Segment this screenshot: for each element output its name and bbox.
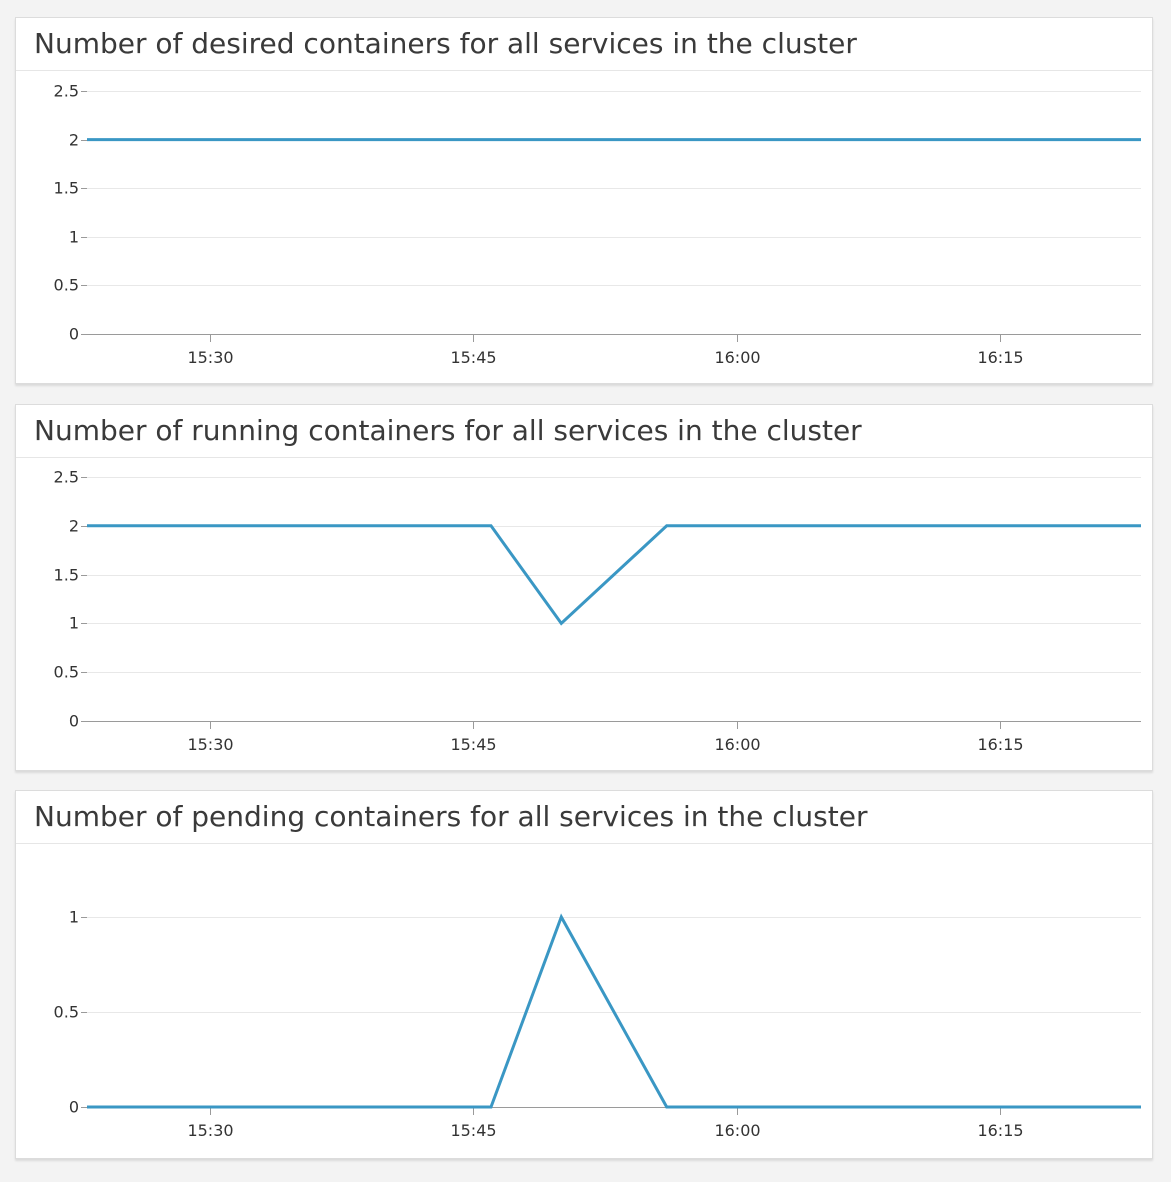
- y-tick-label: 2.5: [54, 82, 79, 101]
- y-tick-label: 2.5: [54, 468, 79, 487]
- y-tick-label: 0: [69, 1098, 79, 1117]
- x-tick-label: 16:00: [714, 735, 760, 754]
- x-tick-label: 15:30: [187, 1121, 233, 1140]
- y-tick-label: 1: [69, 908, 79, 927]
- chart-title: Number of desired containers for all ser…: [16, 18, 1152, 71]
- chart-panel-desired: Number of desired containers for all ser…: [15, 17, 1153, 384]
- y-tick-label: 0.5: [54, 276, 79, 295]
- line-chart-desired[interactable]: 0 0.5 1 1.5 2 2.5 15:30 15:45 16:00 16:15: [16, 71, 1152, 383]
- x-tick-label: 15:30: [187, 348, 233, 367]
- chart-panel-running: Number of running containers for all ser…: [15, 404, 1153, 771]
- series-line: [87, 913, 1141, 1109]
- x-tick-label: 16:00: [714, 1121, 760, 1140]
- y-tick-label: 2: [69, 517, 79, 536]
- chart-title: Number of running containers for all ser…: [16, 405, 1152, 458]
- x-tick-label: 15:45: [450, 1121, 496, 1140]
- x-tick-label: 16:00: [714, 348, 760, 367]
- y-tick-label: 0.5: [54, 1003, 79, 1022]
- x-tick-label: 15:45: [450, 348, 496, 367]
- chart-panel-pending: Number of pending containers for all ser…: [15, 790, 1153, 1159]
- y-tick-label: 0: [69, 712, 79, 731]
- series-line: [87, 524, 1141, 626]
- y-tick-label: 0.5: [54, 663, 79, 682]
- y-tick-label: 1.5: [54, 179, 79, 198]
- y-tick-label: 1: [69, 228, 79, 247]
- x-tick-label: 15:30: [187, 735, 233, 754]
- y-tick-label: 0: [69, 325, 79, 344]
- x-tick-label: 15:45: [450, 735, 496, 754]
- chart-title: Number of pending containers for all ser…: [16, 791, 1152, 844]
- line-chart-pending[interactable]: 0 0.5 1 15:30 15:45 16:00 16:15: [16, 844, 1152, 1158]
- x-tick-label: 16:15: [977, 735, 1023, 754]
- y-tick-label: 1.5: [54, 566, 79, 585]
- line-chart-running[interactable]: 0 0.5 1 1.5 2 2.5 15:30 15:45 16:00 16:15: [16, 458, 1152, 770]
- y-tick-label: 2: [69, 131, 79, 150]
- x-tick-label: 16:15: [977, 1121, 1023, 1140]
- x-tick-label: 16:15: [977, 348, 1023, 367]
- y-tick-label: 1: [69, 614, 79, 633]
